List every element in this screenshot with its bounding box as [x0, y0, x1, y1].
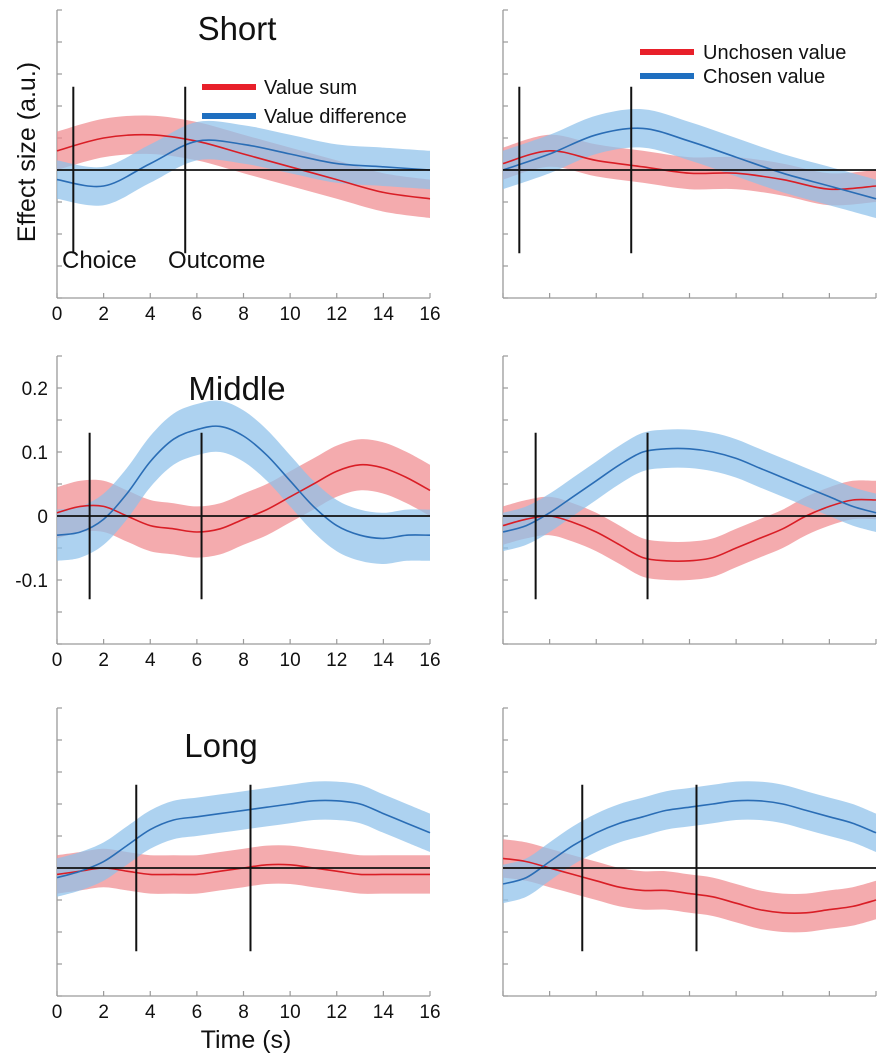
- x-tick-label: 10: [280, 650, 301, 671]
- ci-band-value-difference: [57, 400, 430, 564]
- x-tick-label: 12: [326, 304, 347, 325]
- ci-band-value-difference: [57, 120, 430, 206]
- panel-middle-left: 0 2 4 6 8 10 12 14 16 -0.1 0 0.1 0.2 Middle: [15, 355, 441, 671]
- x-tick-label: 4: [145, 1002, 156, 1023]
- legend-left: Value sum Value difference: [202, 77, 407, 128]
- series-lines: [56, 133, 431, 200]
- ci-band-value-sum: [57, 115, 430, 218]
- series-line-value-difference: [56, 139, 431, 188]
- series-lines: [502, 447, 877, 562]
- panel-title-short: Short: [198, 10, 277, 47]
- x-tick-label: 16: [419, 1002, 440, 1023]
- x-tick-label: 6: [192, 1002, 203, 1023]
- x-tick-label: 10: [280, 1002, 301, 1023]
- ci-band-value-sum: [57, 439, 430, 558]
- ci-bands: [503, 429, 876, 581]
- panel-short-left: 0 2 4 6 8 10 12 14 16 Short: [52, 9, 441, 325]
- x-tick-label: 16: [419, 304, 440, 325]
- series-line-value-difference: [56, 425, 431, 540]
- series-line-chosen-value: [502, 447, 877, 533]
- series-line-value-difference: [56, 799, 431, 879]
- x-tick-label: 0: [52, 650, 63, 671]
- x-tick-label: 6: [192, 650, 203, 671]
- event-label-outcome: Outcome: [168, 247, 265, 274]
- x-axis-title: Time (s): [201, 1026, 292, 1054]
- event-label-choice: Choice: [62, 247, 137, 274]
- series-lines: [502, 799, 877, 914]
- x-tick-label: 4: [145, 650, 156, 671]
- x-tick-label: 14: [373, 650, 395, 671]
- ci-band-value-difference: [57, 781, 430, 897]
- x-tick-label: 14: [373, 304, 395, 325]
- x-tick-label: 16: [419, 650, 440, 671]
- series-line-chosen-value: [502, 127, 877, 200]
- series-line-unchosen-value: [502, 498, 877, 562]
- legend-right: Unchosen value Chosen value: [640, 42, 846, 88]
- legend-label-unchosen-value: Unchosen value: [703, 42, 846, 64]
- x-tick-label: 10: [280, 304, 301, 325]
- x-tick-label: 8: [238, 1002, 249, 1023]
- x-tick-label: 0: [52, 1002, 63, 1023]
- x-tick-label: 12: [326, 1002, 347, 1023]
- panel-short-right: [502, 9, 877, 299]
- x-tick-label: 12: [326, 650, 347, 671]
- x-tick-label: 4: [145, 304, 156, 325]
- x-tick-label: 2: [98, 650, 109, 671]
- y-tick-label: 0.1: [22, 443, 48, 464]
- legend-label-chosen-value: Chosen value: [703, 66, 825, 88]
- panel-long-right: [502, 707, 877, 997]
- legend-label-value-sum: Value sum: [264, 77, 357, 99]
- series-line-unchosen-value: [502, 149, 877, 191]
- series-line-chosen-value: [502, 799, 877, 885]
- x-tick-label: 8: [238, 304, 249, 325]
- ci-band-chosen-value: [503, 781, 876, 904]
- ci-bands: [57, 400, 430, 564]
- y-tick-label: 0.2: [22, 379, 48, 400]
- ci-bands: [503, 781, 876, 933]
- ci-band-value-sum: [57, 845, 430, 894]
- panel-title-middle: Middle: [188, 370, 285, 407]
- x-tick-label: 0: [52, 304, 63, 325]
- ci-bands: [57, 781, 430, 897]
- series-line-value-sum: [56, 133, 431, 200]
- ci-bands: [503, 108, 876, 218]
- ci-band-unchosen-value: [503, 839, 876, 933]
- series-line-unchosen-value: [502, 857, 877, 914]
- x-tick-label: 6: [192, 304, 203, 325]
- y-tick-label: 0: [37, 507, 48, 528]
- panel-middle-right: [502, 355, 877, 645]
- x-tick-label: 2: [98, 1002, 109, 1023]
- x-tick-label: 2: [98, 304, 109, 325]
- series-line-value-sum: [56, 463, 431, 533]
- x-tick-label: 14: [373, 1002, 395, 1023]
- legend-label-value-difference: Value difference: [264, 106, 407, 128]
- ci-bands: [57, 115, 430, 218]
- ci-band-chosen-value: [503, 429, 876, 552]
- y-axis-title: Effect size (a.u.): [13, 62, 41, 242]
- series-lines: [502, 127, 877, 200]
- y-tick-label: -0.1: [15, 571, 48, 592]
- ci-band-chosen-value: [503, 108, 876, 218]
- x-tick-label: 8: [238, 650, 249, 671]
- panel-title-long: Long: [184, 727, 257, 764]
- panel-long-left: 0 2 4 6 8 10 12 14 16 Long: [52, 707, 441, 1023]
- series-lines: [56, 425, 431, 540]
